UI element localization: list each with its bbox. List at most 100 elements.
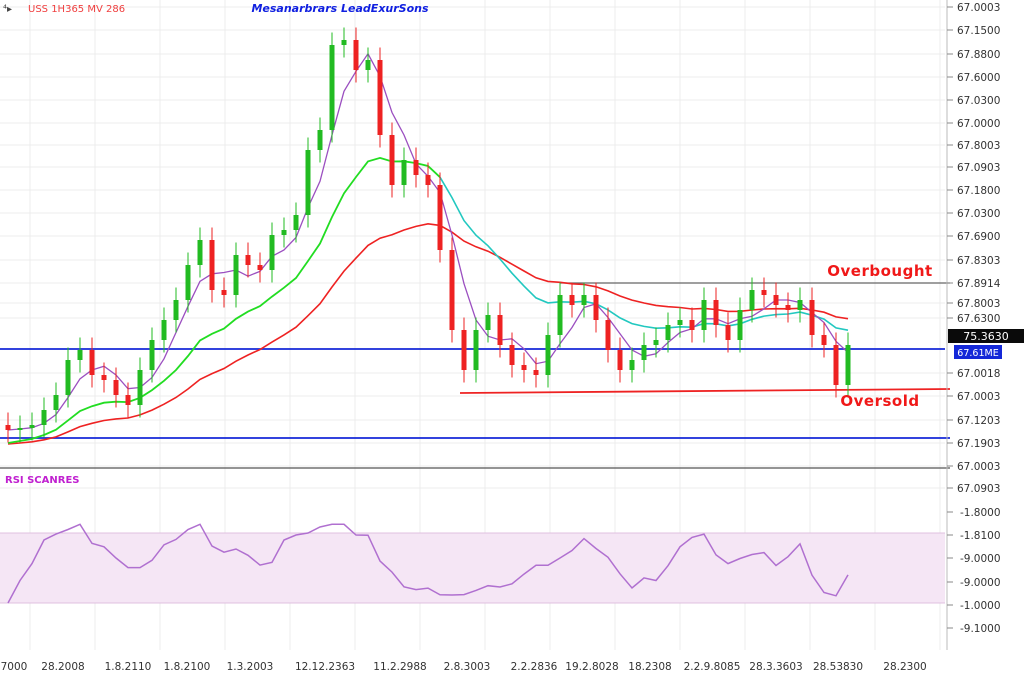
candle [41, 397, 47, 438]
moving-averages [7, 52, 849, 445]
price-tick-label: 67.6300 [957, 313, 1000, 325]
candle [269, 222, 275, 283]
candle-body [737, 310, 743, 340]
price-tick-label: 67.0903 [957, 483, 1000, 495]
candle [281, 217, 287, 248]
candle-body [149, 340, 155, 370]
support-line[interactable] [459, 388, 951, 394]
time-tick-label: 28.3.3603 [749, 661, 802, 673]
candle [521, 352, 527, 383]
candle [221, 277, 227, 308]
candle [125, 382, 131, 418]
candle [209, 227, 215, 303]
price-axis[interactable]: 67.0003 67.1500 67.8800 67.6000 67.0300 67.00… [947, 2, 1001, 635]
time-tick-label: 1.8.2100 [164, 661, 211, 673]
rsi-band [0, 533, 945, 603]
candle [569, 282, 575, 318]
rsi-tick-label: -1.8100 [960, 530, 1001, 542]
candle-body [713, 300, 719, 325]
candle [401, 147, 407, 198]
candle-body [797, 300, 803, 310]
time-axis[interactable]: 7000 28.2008 1.8.2110 1.8.2100 1.3.2003 12.12… [1, 661, 927, 673]
candle [257, 252, 263, 283]
candle-body [245, 255, 251, 265]
candle [101, 362, 107, 393]
candle-body [389, 135, 395, 185]
candle-body [629, 360, 635, 370]
time-tick-label: 12.12.2363 [295, 661, 355, 673]
candle [557, 282, 563, 348]
candle-body [557, 295, 563, 335]
time-tick-label: 1.3.2003 [227, 661, 274, 673]
candle-body [473, 330, 479, 370]
candle-body [113, 380, 119, 395]
candle-body [197, 240, 203, 265]
candle [77, 337, 83, 373]
time-tick-label: 19.2.8028 [565, 661, 618, 673]
candle [593, 282, 599, 333]
candle [821, 322, 827, 358]
candle [617, 337, 623, 383]
candle [581, 282, 587, 318]
time-tick-label: 2.8.3003 [444, 661, 491, 673]
candle-body [485, 315, 491, 330]
menu-icon[interactable]: ⁴▸ [3, 4, 12, 15]
price-tick-label: 67.0003 [957, 461, 1000, 473]
candle [329, 32, 335, 143]
overbought-label: Overbought [827, 262, 932, 280]
candle [161, 307, 167, 353]
candle [605, 307, 611, 363]
candle [641, 332, 647, 373]
candle-body [701, 300, 707, 330]
candle-body [137, 370, 143, 405]
candle-body [833, 345, 839, 385]
candle-body [17, 428, 23, 430]
rsi-label: RSI SCANRES [5, 475, 80, 486]
candle [305, 137, 311, 228]
candle [761, 277, 767, 308]
candle [53, 382, 59, 423]
ma-mid-line [7, 156, 441, 444]
candle-body [773, 295, 779, 305]
candle [341, 27, 347, 58]
ma-fast-line [7, 52, 849, 431]
candle [497, 302, 503, 358]
candle-body [329, 45, 335, 130]
candle [533, 357, 539, 388]
candle-body [785, 305, 791, 310]
candle [677, 307, 683, 338]
current-price-tag-bg [948, 329, 1024, 343]
candle-body [809, 300, 815, 335]
price-tick-label: 67.8003 [957, 140, 1000, 152]
rsi-tick-label: -1.0000 [960, 600, 1001, 612]
candle [389, 122, 395, 198]
candle [149, 327, 155, 383]
candle-body [581, 295, 587, 305]
rsi-tick-label: -1.8000 [960, 507, 1001, 519]
price-tick-label: 67.8914 [957, 278, 1001, 290]
candle [65, 347, 71, 408]
time-tick-label: 28.2008 [41, 661, 84, 673]
candle [485, 302, 491, 343]
price-tick-label: 67.0003 [957, 391, 1000, 403]
price-tick-label: 67.6900 [957, 231, 1000, 243]
candle-body [749, 290, 755, 310]
rsi-tick-label: -9.0000 [960, 577, 1001, 589]
price-tick-label: 67.0300 [957, 208, 1000, 220]
candle-body [449, 250, 455, 330]
time-tick-label: 18.2308 [628, 661, 671, 673]
candle-body [689, 320, 695, 330]
candle-body [641, 345, 647, 360]
ma-slow-line [7, 222, 849, 445]
candle-body [413, 160, 419, 175]
ma-mid-line-late [439, 176, 849, 331]
candle [713, 287, 719, 338]
candle [317, 117, 323, 163]
time-tick-label: 1.8.2110 [105, 661, 152, 673]
blue-level-tag: 67.61ME [957, 348, 998, 359]
candle-body [125, 395, 131, 405]
candle-body [593, 295, 599, 320]
price-tick-label: 67.0903 [957, 162, 1000, 174]
candle-body [665, 325, 671, 340]
